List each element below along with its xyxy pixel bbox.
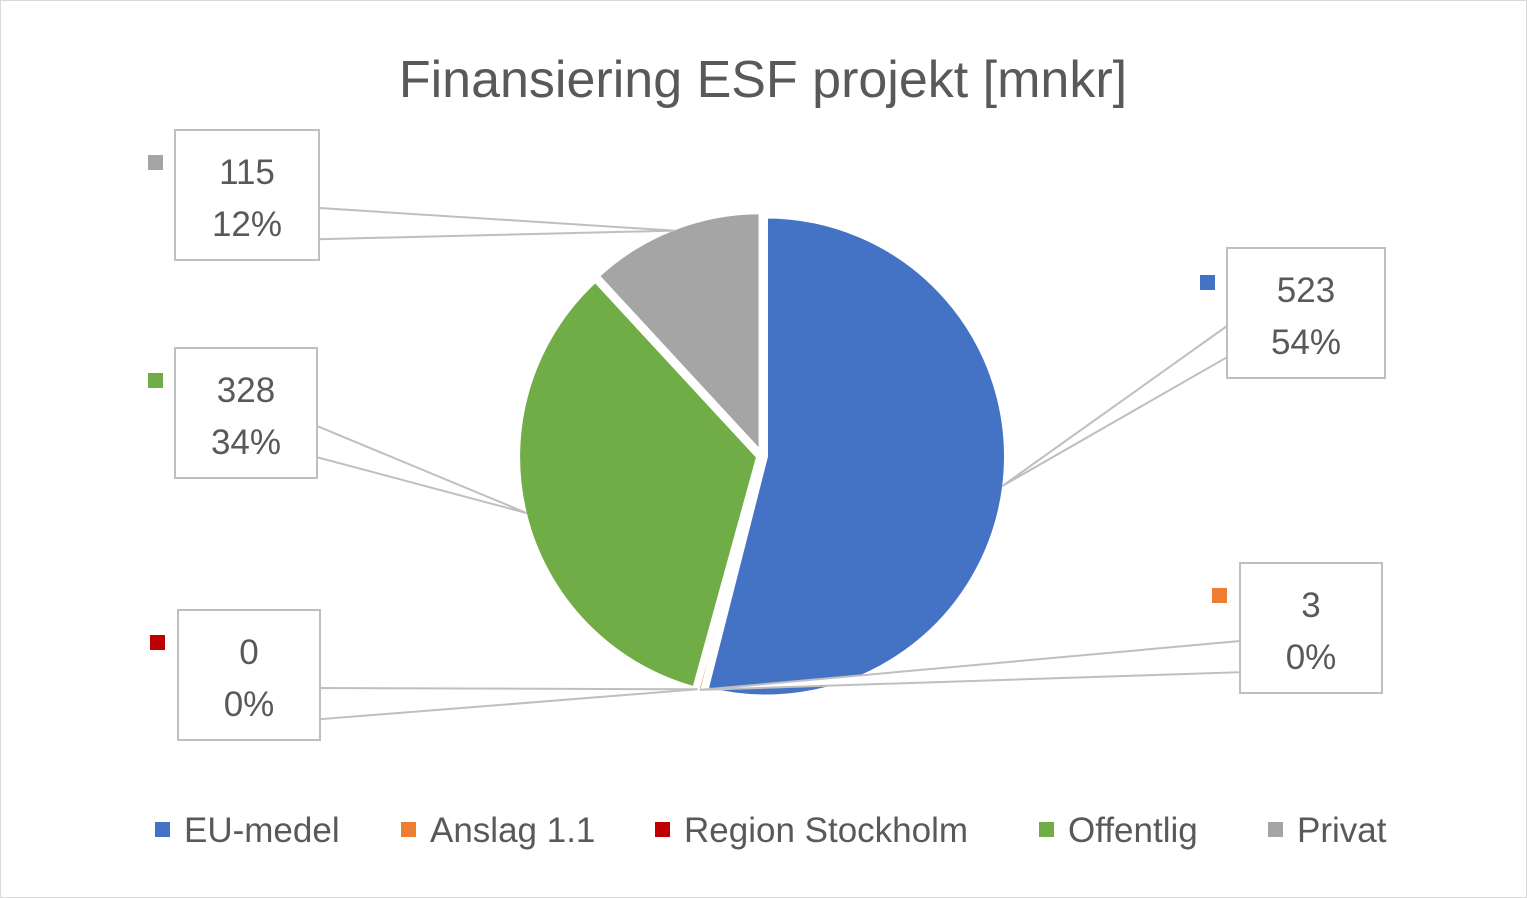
data-label-marker: [150, 635, 165, 650]
leader-line: [318, 206, 674, 241]
legend: EU-medel Anslag 1.1 Region Stockholm Offent…: [155, 811, 1387, 850]
data-label-box: [174, 347, 318, 479]
legend-swatch: [401, 822, 416, 837]
legend-item: Offentlig: [1039, 811, 1198, 850]
data-label-value: 0: [239, 633, 258, 672]
data-label-value: 3: [1301, 586, 1320, 625]
data-label-box: [1239, 562, 1383, 694]
legend-swatch: [655, 822, 670, 837]
leader-line: [319, 686, 698, 721]
legend-item: Region Stockholm: [655, 811, 968, 850]
data-label-box: [177, 609, 321, 741]
legend-item: Privat: [1268, 811, 1387, 850]
data-label-marker: [148, 373, 163, 388]
data-label-box: [174, 129, 320, 261]
data-label-marker: [1212, 588, 1227, 603]
data-label-value: 523: [1277, 271, 1335, 310]
data-label-percent: 0%: [1286, 638, 1337, 677]
legend-label: Privat: [1297, 811, 1387, 850]
legend-swatch: [1268, 822, 1283, 837]
data-label-marker: [1200, 275, 1215, 290]
legend-label: Anslag 1.1: [430, 811, 595, 850]
data-labels: 523 54% 3 0% 0 0% 328 34% 115 12%: [148, 129, 1386, 741]
legend-label: Region Stockholm: [684, 811, 968, 850]
pie-slices: [516, 210, 1008, 699]
data-label-value: 115: [219, 153, 275, 192]
legend-swatch: [1039, 822, 1054, 837]
data-label-percent: 34%: [211, 423, 281, 462]
data-label-percent: 54%: [1271, 323, 1341, 362]
pie-slice-eu-medel: [704, 214, 1008, 699]
legend-item: EU-medel: [155, 811, 340, 850]
chart-title: Finansiering ESF projekt [mnkr]: [399, 51, 1127, 109]
data-label-value: 328: [217, 371, 275, 410]
data-label-percent: 12%: [212, 205, 282, 244]
pie-slice-privat: [594, 210, 763, 458]
leader-line: [316, 424, 528, 515]
legend-label: Offentlig: [1068, 811, 1198, 850]
legend-label: EU-medel: [184, 811, 340, 850]
data-label-marker: [148, 155, 163, 170]
leader-line: [1001, 324, 1228, 487]
data-label-percent: 0%: [224, 685, 275, 724]
data-label-box: [1226, 247, 1386, 379]
legend-swatch: [155, 822, 170, 837]
legend-item: Anslag 1.1: [401, 811, 595, 850]
pie-slice-anslag-1-1: [694, 459, 763, 695]
